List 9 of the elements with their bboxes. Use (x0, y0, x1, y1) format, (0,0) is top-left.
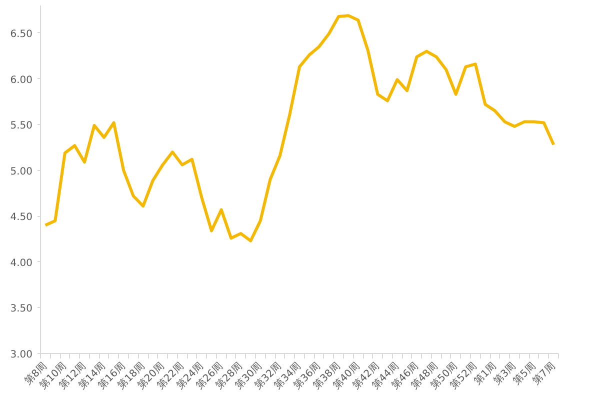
y-tick-label: 5.50 (10, 120, 32, 132)
y-tick-label: 4.50 (10, 212, 32, 224)
y-tick-label: 5.00 (10, 166, 32, 178)
line-series (44, 14, 556, 242)
y-tick-label: 6.50 (10, 28, 32, 40)
y-tick-label: 3.00 (10, 350, 32, 360)
y-tick-label: 6.00 (10, 74, 32, 86)
y-tick-label: 3.50 (10, 304, 32, 315)
y-tick-label: 4.00 (10, 258, 32, 269)
